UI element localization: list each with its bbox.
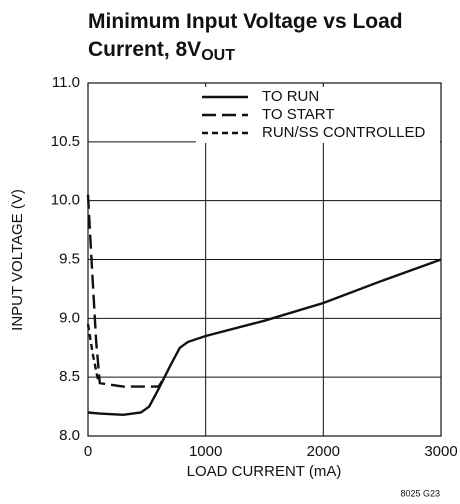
y-tick-label: 9.5 bbox=[59, 250, 80, 267]
chart-title: Minimum Input Voltage vs Load bbox=[88, 10, 403, 33]
data-line bbox=[86, 324, 101, 384]
legend-label: TO START bbox=[262, 106, 335, 123]
y-tick-label: 11.0 bbox=[52, 74, 80, 91]
data-line bbox=[86, 194, 166, 388]
y-tick-label: 9.0 bbox=[59, 309, 80, 326]
x-axis-label: LOAD CURRENT (mA) bbox=[187, 463, 342, 480]
legend-label: TO RUN bbox=[262, 88, 319, 105]
title-line: Current, 8V bbox=[88, 38, 201, 61]
y-tick-label: 10.5 bbox=[51, 133, 80, 150]
note: 8025 G23 bbox=[400, 488, 440, 498]
title-line: Minimum Input Voltage vs Load bbox=[88, 10, 403, 33]
title-subscript: OUT bbox=[201, 47, 235, 64]
x-tick-label: 3000 bbox=[424, 443, 457, 460]
x-tick-label: 2000 bbox=[307, 443, 340, 460]
x-tick-label: 1000 bbox=[189, 443, 222, 460]
y-tick-label: 8.5 bbox=[59, 368, 80, 385]
y-tick-label: 10.0 bbox=[51, 192, 80, 209]
y-tick-label: 8.0 bbox=[59, 427, 80, 444]
legend-label: RUN/SS CONTROLLED bbox=[262, 124, 426, 141]
data-line bbox=[87, 258, 442, 417]
x-tick-label: 0 bbox=[84, 443, 92, 460]
y-axis-label: INPUT VOLTAGE (V) bbox=[9, 189, 26, 331]
chart-title: Current, 8VOUT bbox=[88, 38, 235, 65]
